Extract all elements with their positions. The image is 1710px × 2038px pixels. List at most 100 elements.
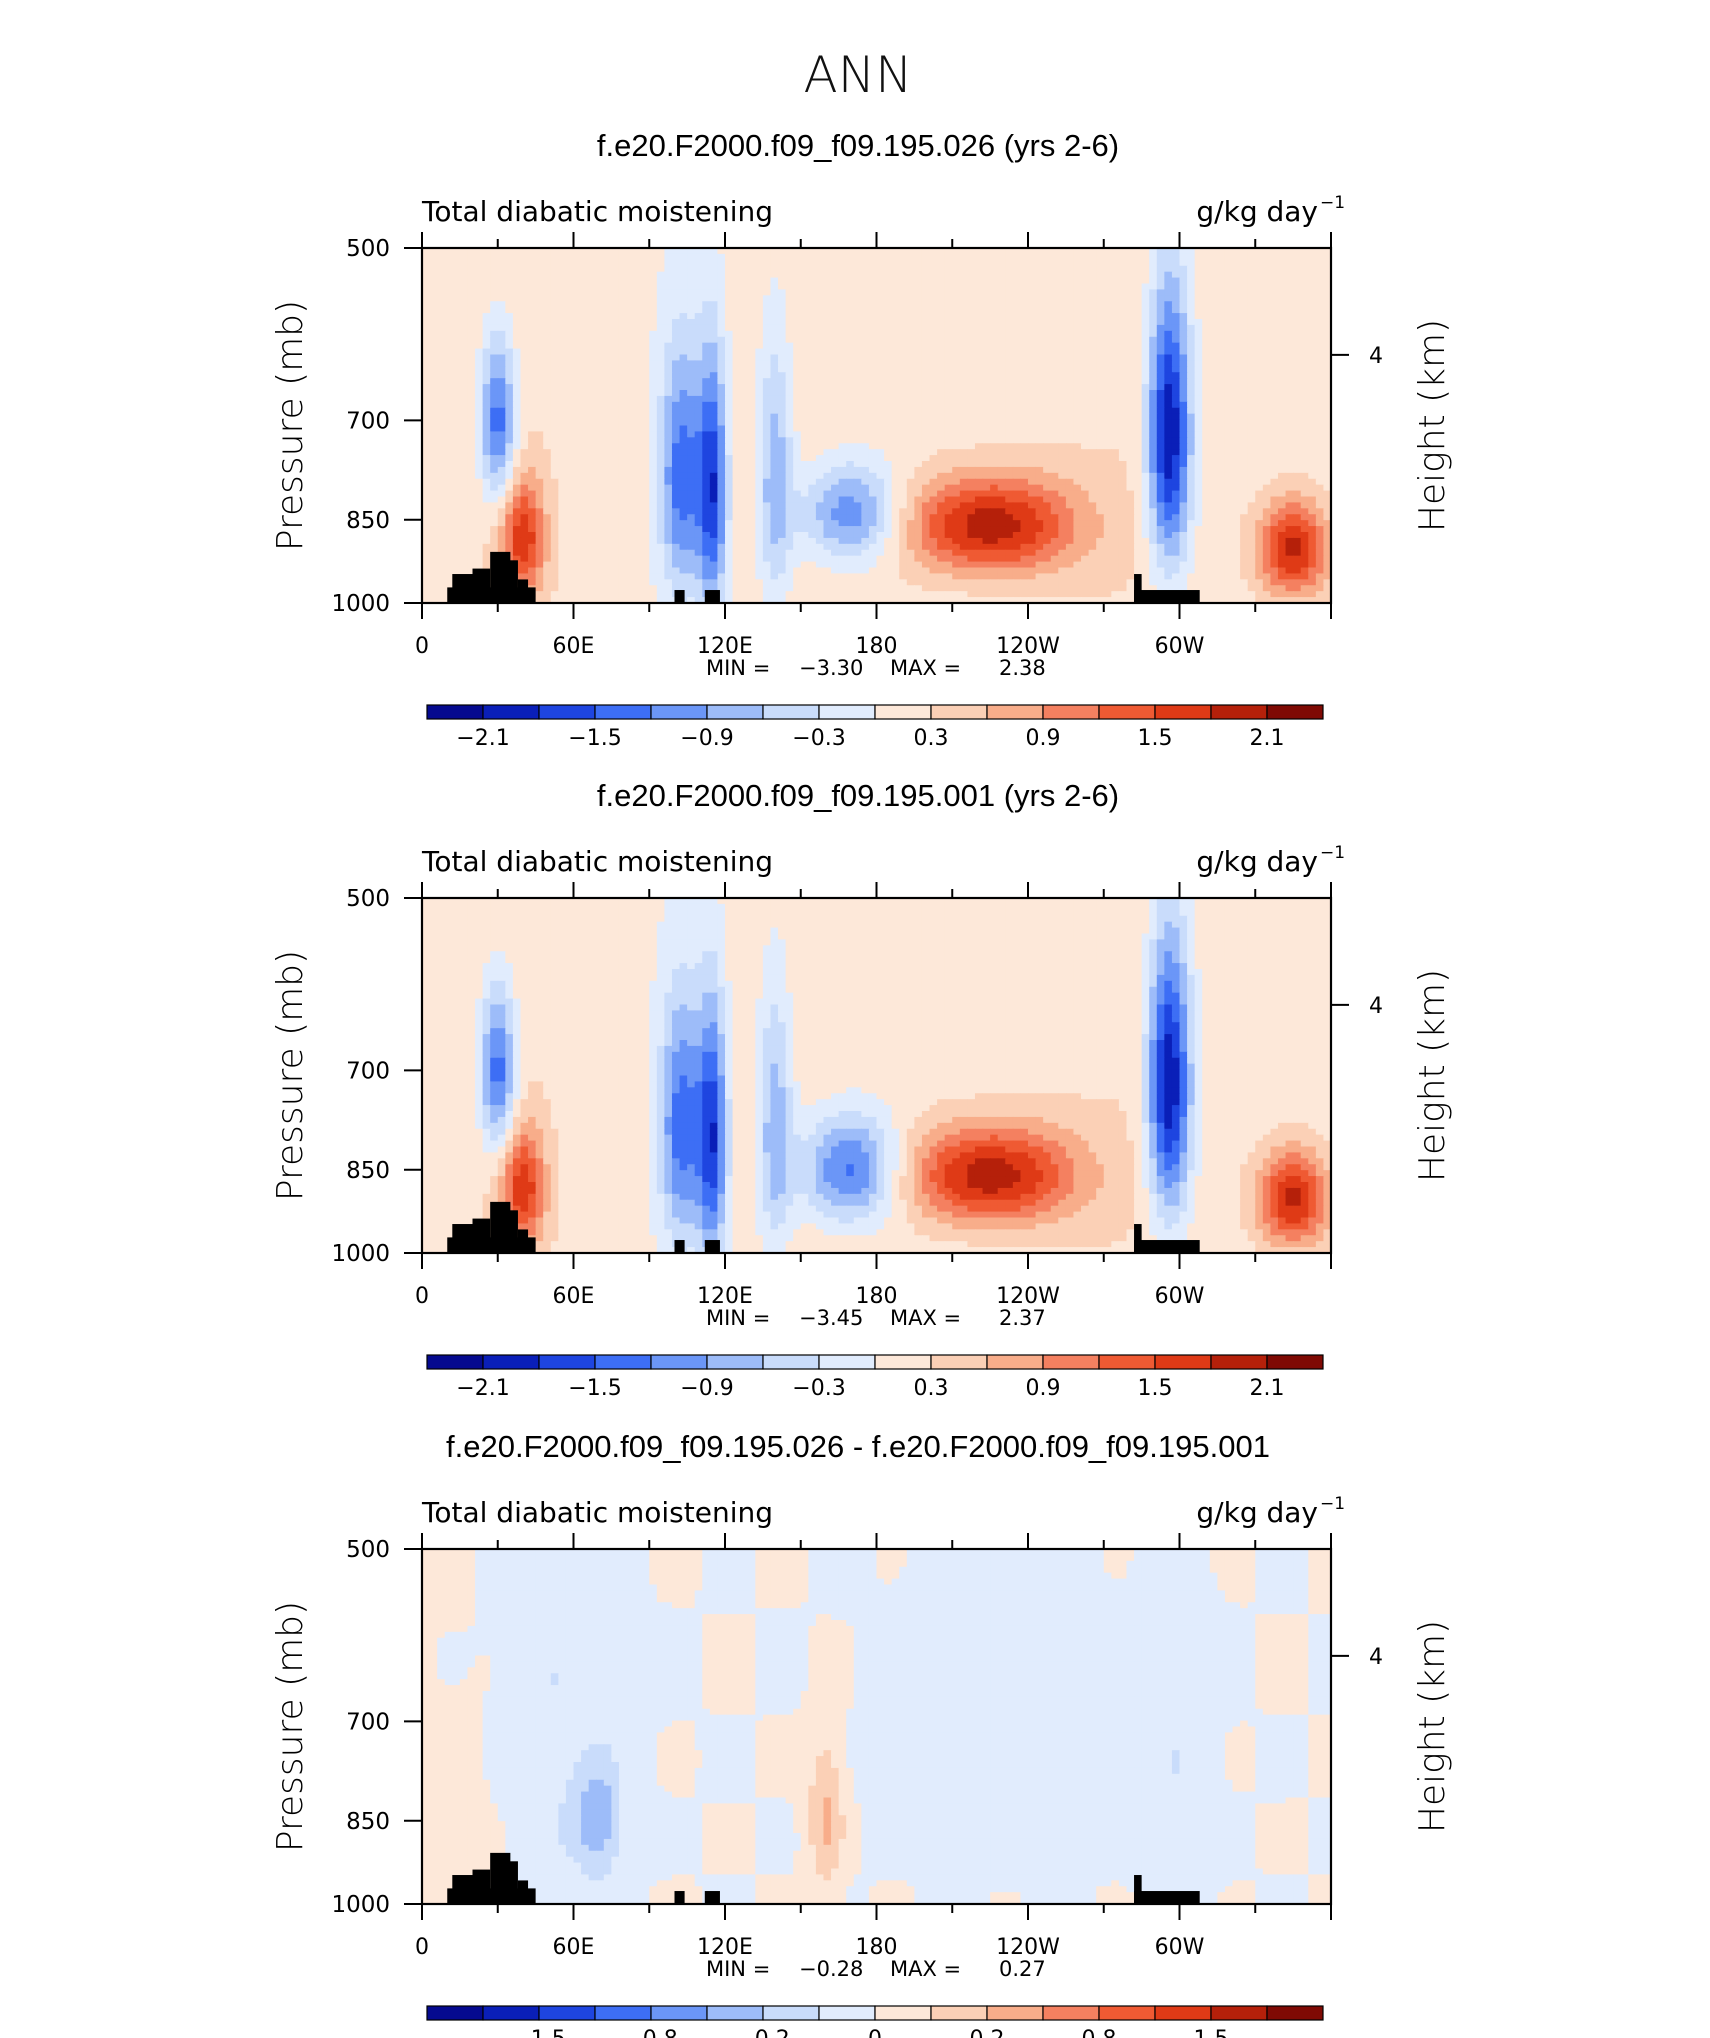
y-axis-label-right: Height (km) <box>1412 1620 1453 1833</box>
colorbar-label: 1.5 <box>1194 2027 1229 2038</box>
colorbar-box <box>650 704 708 720</box>
x-tick-label: 60E <box>553 1284 595 1309</box>
panel-title: f.e20.F2000.f09_f09.195.026 - f.e20.F200… <box>446 1429 1270 1464</box>
min-label: MIN = <box>706 1306 770 1330</box>
colorbar-label: −0.3 <box>792 1376 845 1401</box>
colorbar-label: −0.3 <box>792 726 845 751</box>
panel-title: f.e20.F2000.f09_f09.195.026 (yrs 2-6) <box>597 128 1119 163</box>
panel-p3: 0 60E 120E 180 120W 60W 500 700 850 1000 4 Pressure… <box>270 1429 1453 2038</box>
x-tick-label: 60E <box>553 634 595 659</box>
colorbar-label: 1.5 <box>1138 726 1173 751</box>
contour-field <box>422 898 1331 1253</box>
right-tick-label: 4 <box>1369 1645 1383 1670</box>
colorbar-box <box>986 1354 1044 1370</box>
colorbar-box <box>762 1354 820 1370</box>
x-tick-label: 60W <box>1155 1284 1205 1309</box>
x-tick-label: 120W <box>996 634 1060 659</box>
colorbar: −2.1 −1.5 −0.9 −0.3 0.3 0.9 1.5 2.1 <box>426 704 1324 751</box>
figure-title: ANN <box>803 46 912 104</box>
x-tick-label: 180 <box>856 1284 898 1309</box>
x-tick-label: 120W <box>996 1935 1060 1960</box>
colorbar-box <box>762 704 820 720</box>
colorbar: −1.5 −0.8 −0.2 0 0.2 0.8 1.5 <box>426 2005 1324 2038</box>
colorbar-label: −2.1 <box>456 1376 509 1401</box>
colorbar-box <box>930 2005 988 2021</box>
x-tick-label: 0 <box>415 634 429 659</box>
colorbar-box <box>706 1354 764 1370</box>
colorbar-box <box>1266 2005 1324 2021</box>
colorbar-label: −2.1 <box>456 726 509 751</box>
colorbar-box <box>1154 1354 1212 1370</box>
y-tick-label: 1000 <box>331 1241 390 1267</box>
colorbar-box <box>426 704 484 720</box>
colorbar-label: −1.5 <box>568 1376 621 1401</box>
colorbar-box <box>594 2005 652 2021</box>
min-label: MIN = <box>706 1957 770 1981</box>
y-tick-label: 850 <box>346 508 390 534</box>
colorbar-box <box>1098 1354 1156 1370</box>
y-axis-label: Pressure (mb) <box>270 300 311 551</box>
colorbar-label: 0.3 <box>914 726 949 751</box>
max-label: MAX = <box>890 1306 961 1330</box>
colorbar-label: 0.2 <box>970 2027 1005 2038</box>
units-exponent: −1 <box>1320 1494 1345 1514</box>
x-tick-label: 60W <box>1155 1935 1205 1960</box>
min-value: −0.28 <box>799 1957 863 1981</box>
colorbar-box <box>1266 1354 1324 1370</box>
y-tick-label: 1000 <box>331 1892 390 1918</box>
max-label: MAX = <box>890 1957 961 1981</box>
panel-p2: 0 60E 120E 180 120W 60W 500 700 850 1000 4 Pressure… <box>270 778 1453 1401</box>
x-tick-label: 120E <box>697 634 753 659</box>
colorbar-box <box>930 1354 988 1370</box>
y-tick-label: 500 <box>346 236 390 262</box>
right-tick-label: 4 <box>1369 344 1383 369</box>
colorbar-box <box>482 1354 540 1370</box>
colorbar-box <box>426 1354 484 1370</box>
orography <box>447 1852 1200 1904</box>
colorbar-box <box>874 1354 932 1370</box>
colorbar-label: 2.1 <box>1250 1376 1285 1401</box>
y-tick-label: 700 <box>346 1058 390 1084</box>
x-tick-label: 120W <box>996 1284 1060 1309</box>
colorbar-label: 0.9 <box>1026 1376 1061 1401</box>
max-label: MAX = <box>890 656 961 680</box>
colorbar-box <box>482 2005 540 2021</box>
x-tick-label: 120E <box>697 1935 753 1960</box>
colorbar-box <box>538 704 596 720</box>
colorbar-box <box>1210 2005 1268 2021</box>
left-string: Total diabatic moistening <box>421 845 773 878</box>
colorbar-box <box>818 704 876 720</box>
colorbar-box <box>650 1354 708 1370</box>
colorbar-box <box>1098 704 1156 720</box>
colorbar-label: −1.5 <box>512 2027 565 2038</box>
colorbar-box <box>1266 704 1324 720</box>
colorbar-label: −1.5 <box>568 726 621 751</box>
x-tick-label: 120E <box>697 1284 753 1309</box>
max-value: 2.37 <box>999 1306 1046 1330</box>
y-axis-label-right: Height (km) <box>1412 319 1453 532</box>
colorbar-box <box>818 1354 876 1370</box>
colorbar-label: 2.1 <box>1250 726 1285 751</box>
colorbar: −2.1 −1.5 −0.9 −0.3 0.3 0.9 1.5 2.1 <box>426 1354 1324 1401</box>
colorbar-box <box>986 2005 1044 2021</box>
colorbar-box <box>1042 1354 1100 1370</box>
y-tick-label: 500 <box>346 1537 390 1563</box>
y-axis-label-right: Height (km) <box>1412 969 1453 1182</box>
colorbar-box <box>1154 2005 1212 2021</box>
colorbar-box <box>986 704 1044 720</box>
y-tick-label: 850 <box>346 1158 390 1184</box>
colorbar-box <box>874 2005 932 2021</box>
contour-field <box>422 248 1331 603</box>
orography <box>447 1201 1200 1253</box>
colorbar-box <box>538 2005 596 2021</box>
y-tick-label: 500 <box>346 886 390 912</box>
colorbar-label: 0.9 <box>1026 726 1061 751</box>
colorbar-box <box>762 2005 820 2021</box>
colorbar-box <box>1210 1354 1268 1370</box>
colorbar-box <box>1042 704 1100 720</box>
colorbar-box <box>1154 704 1212 720</box>
colorbar-label: −0.9 <box>680 1376 733 1401</box>
colorbar-box <box>650 2005 708 2021</box>
units-label: g/kg day <box>1196 195 1318 228</box>
